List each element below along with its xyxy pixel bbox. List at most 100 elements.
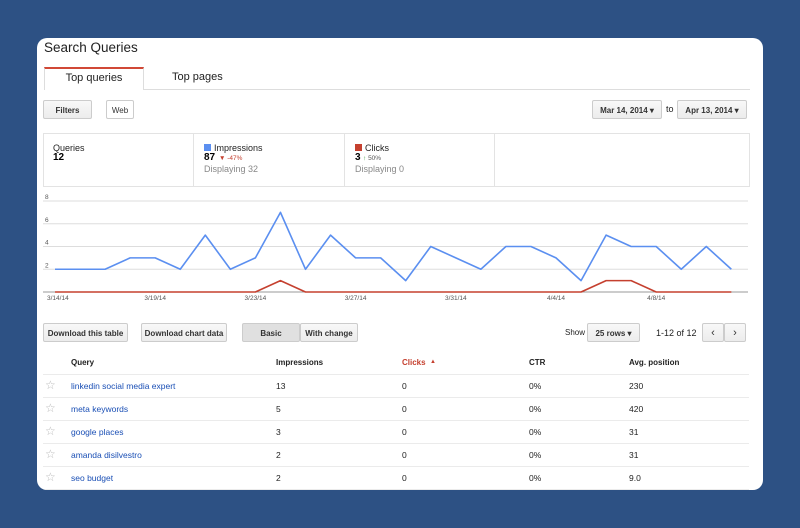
- tab-label: Top queries: [65, 72, 123, 84]
- impressions-label: Impressions: [214, 143, 263, 153]
- table-cell: 3: [276, 427, 281, 437]
- impressions-count: 87: [204, 152, 216, 163]
- table-cell: 0%: [529, 381, 542, 391]
- table-cell: 420: [629, 404, 644, 414]
- star-icon[interactable]: ☆: [45, 470, 56, 484]
- star-icon[interactable]: ☆: [45, 424, 56, 438]
- range-label: 1-12 of 12: [656, 328, 697, 338]
- to-label: to: [666, 104, 674, 114]
- clicks-change: ↑ 50%: [363, 155, 381, 162]
- table-row: ☆ seo budget 2 0 0% 9.0: [43, 466, 749, 490]
- clicks-swatch: [355, 144, 362, 151]
- line-chart: 2 4 6 8 3/14/14 3/19/14 3/23/14 3/27/14 3/31/14 4…: [43, 194, 748, 302]
- x-tick-label: 3/14/14: [47, 295, 69, 302]
- impressions-change: ▼ -47%: [219, 155, 242, 162]
- start-date-dropdown[interactable]: Mar 14, 2014 ▾: [592, 100, 662, 119]
- table-cell: 9.0: [629, 473, 641, 483]
- impressions-displaying: Displaying 32: [204, 164, 259, 174]
- impressions-swatch: [204, 144, 211, 151]
- summary-divider: [344, 133, 345, 187]
- x-tick-label: 3/19/14: [144, 295, 166, 302]
- table-cell: 0: [402, 473, 407, 483]
- column-header: Avg. position: [629, 358, 680, 367]
- down-arrow: ▼: [219, 155, 228, 162]
- y-tick-label: 2: [45, 262, 49, 269]
- impressions-change-value: -47%: [227, 155, 243, 162]
- y-tick-label: 6: [45, 217, 49, 224]
- table-cell: 0%: [529, 404, 542, 414]
- prev-page-button[interactable]: ‹: [702, 323, 724, 342]
- table-row: ☆ linkedin social media expert 13 0 0% 230: [43, 374, 749, 398]
- clicks-change-value: 50%: [368, 155, 382, 162]
- star-icon[interactable]: ☆: [45, 378, 56, 392]
- y-tick-label: 8: [45, 194, 49, 201]
- x-tick-label: 3/31/14: [445, 295, 467, 302]
- table-row: ☆ meta keywords 5 0 0% 420: [43, 397, 749, 421]
- download-table-button[interactable]: Download this table: [43, 323, 128, 342]
- table-cell: 230: [629, 381, 644, 391]
- tab[interactable]: Top pages: [172, 71, 223, 83]
- table-cell: 13: [276, 381, 286, 391]
- tab-divider: [144, 89, 750, 90]
- clicks-count: 3: [355, 152, 361, 163]
- table-cell: 2: [276, 450, 281, 460]
- end-date-dropdown[interactable]: Apr 13, 2014 ▾: [677, 100, 747, 119]
- basic-button[interactable]: Basic: [242, 323, 300, 342]
- with-change-button[interactable]: With change: [300, 323, 358, 342]
- table-cell: 0%: [529, 473, 542, 483]
- end-date: Apr 13, 2014: [685, 106, 733, 115]
- table-cell: 0%: [529, 427, 542, 437]
- table-cell: 0: [402, 450, 407, 460]
- filters-button[interactable]: Filters: [43, 100, 92, 119]
- table-cell: 0: [402, 427, 407, 437]
- queries-label: Queries: [53, 143, 85, 153]
- column-header[interactable]: Clicks: [402, 358, 426, 367]
- series-line: [55, 279, 732, 293]
- table-cell: 0: [402, 404, 407, 414]
- query-link[interactable]: meta keywords: [71, 404, 129, 414]
- x-tick-label: 3/23/14: [245, 295, 267, 302]
- summary-divider: [193, 133, 194, 187]
- table-header: Query Impressions Clicks ▲ CTR Avg. position: [43, 351, 749, 375]
- table-row: ☆ google places 3 0 0% 31: [43, 420, 749, 444]
- star-icon[interactable]: ☆: [45, 447, 56, 461]
- search-queries-card: Search Queries Top queries Top pages Fil…: [37, 38, 763, 490]
- clicks-displaying: Displaying 0: [355, 164, 405, 174]
- rows-value: 25 rows: [595, 329, 626, 338]
- query-link[interactable]: linkedin social media expert: [71, 381, 176, 391]
- web-button[interactable]: Web: [106, 100, 134, 119]
- table-cell: 31: [629, 427, 639, 437]
- active-tab[interactable]: Top queries: [44, 67, 144, 90]
- series-line: [55, 211, 732, 282]
- summary-divider: [494, 133, 495, 187]
- query-link[interactable]: seo budget: [71, 473, 114, 483]
- column-header: Query: [71, 358, 95, 367]
- clicks-label: Clicks: [365, 143, 389, 153]
- query-link[interactable]: google places: [71, 427, 124, 437]
- column-header: Impressions: [276, 358, 324, 367]
- table-cell: 5: [276, 404, 281, 414]
- up-arrow: ↑: [363, 155, 369, 162]
- start-date: Mar 14, 2014: [600, 106, 648, 115]
- table-cell: 31: [629, 450, 639, 460]
- column-header: CTR: [529, 358, 546, 367]
- download-chart-button[interactable]: Download chart data: [141, 323, 227, 342]
- x-tick-label: 3/27/14: [345, 295, 367, 302]
- page-title: Search Queries: [44, 40, 138, 55]
- table-row: ☆ amanda disilvestro 2 0 0% 31: [43, 443, 749, 467]
- table-cell: 2: [276, 473, 281, 483]
- next-page-button[interactable]: ›: [724, 323, 746, 342]
- star-icon[interactable]: ☆: [45, 401, 56, 415]
- queries-count: 12: [53, 152, 65, 163]
- query-link[interactable]: amanda disilvestro: [71, 450, 142, 460]
- x-tick-label: 4/8/14: [647, 295, 665, 302]
- y-tick-label: 4: [45, 240, 49, 247]
- show-label: Show: [565, 328, 586, 337]
- x-tick-label: 4/4/14: [547, 295, 565, 302]
- table-cell: 0: [402, 381, 407, 391]
- summary-box: [43, 133, 750, 187]
- rows-dropdown[interactable]: 25 rows ▾: [587, 323, 640, 342]
- table-cell: 0%: [529, 450, 542, 460]
- sort-arrow: ▲: [430, 359, 436, 365]
